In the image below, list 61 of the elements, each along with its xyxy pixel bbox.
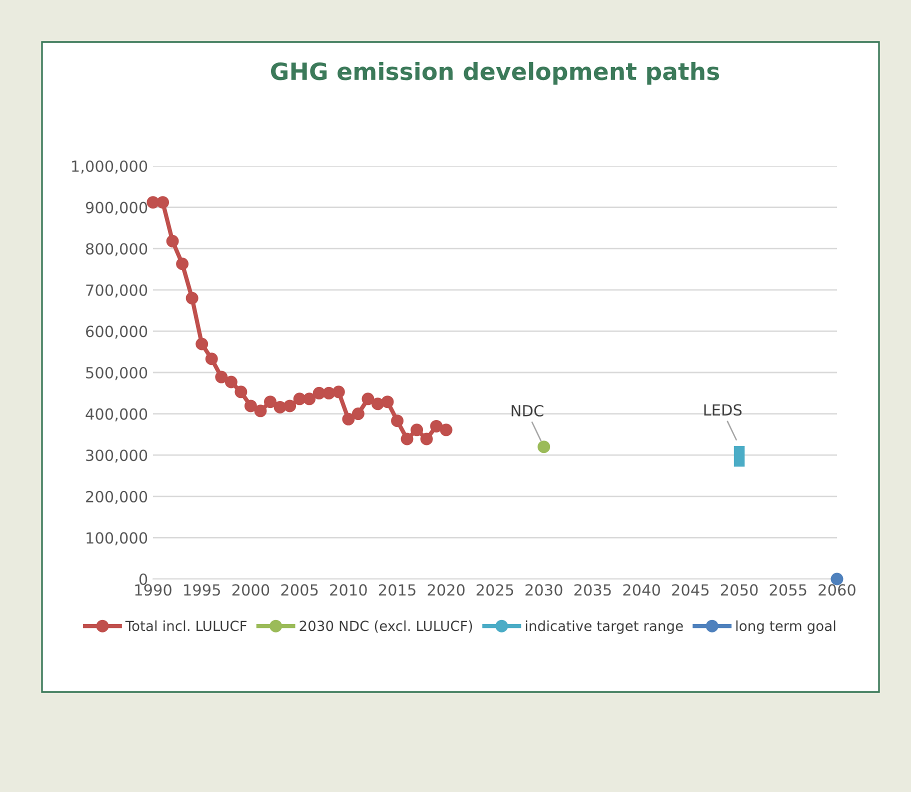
legend-label: 2030 NDC (excl. LULUCF) — [300, 620, 472, 633]
point — [303, 392, 316, 406]
point — [381, 396, 394, 408]
point — [284, 400, 296, 412]
x-tick-label: 2020 — [428, 584, 465, 596]
point — [420, 432, 433, 446]
x-tick-label: 2010 — [330, 584, 367, 596]
point — [224, 376, 238, 388]
point — [332, 386, 345, 398]
point — [234, 386, 248, 398]
y-tick-label: 500,000 — [86, 366, 148, 380]
y-tick-label: 700,000 — [86, 284, 148, 298]
annotation: NDC — [512, 404, 544, 416]
point — [186, 292, 198, 304]
y-tick-label: 300,000 — [86, 450, 148, 463]
point — [244, 400, 257, 412]
point — [205, 352, 218, 366]
y-tick-label: 200,000 — [86, 490, 148, 504]
x-tick-label: 2025 — [476, 584, 514, 596]
x-tick-label: 1990 — [135, 584, 172, 596]
point — [156, 196, 170, 209]
y-tick-label: 100,000 — [86, 532, 148, 546]
x-tick-label: 1995 — [184, 584, 220, 596]
y-tick-label: 800,000 — [86, 243, 148, 256]
point — [254, 404, 267, 418]
x-tick-label: 2050 — [720, 584, 758, 596]
legend-label: Total incl. LULUCF — [125, 620, 247, 632]
x-tick-label: 2045 — [672, 584, 709, 596]
x-tick-label: 2005 — [281, 584, 318, 596]
y-tick-label: 0 — [139, 573, 148, 586]
point — [215, 370, 228, 384]
point — [410, 424, 424, 436]
y-tick-label: 1,000,000 — [72, 160, 148, 174]
x-tick-label: 2030 — [526, 584, 562, 596]
point — [322, 386, 336, 400]
x-tick-label: 2035 — [574, 584, 611, 596]
x-tick-label: 2015 — [378, 584, 416, 596]
point — [176, 258, 189, 270]
x-tick-label: 2055 — [770, 584, 806, 596]
legend-label: indicative target range — [526, 620, 683, 634]
point — [391, 414, 404, 428]
x-tick-label: 2040 — [623, 584, 660, 596]
point — [196, 338, 208, 350]
y-tick-label: 900,000 — [86, 202, 148, 215]
point — [352, 408, 364, 420]
point — [538, 440, 550, 454]
point — [440, 424, 452, 436]
y-tick-label: 400,000 — [86, 408, 148, 422]
annotation: LEDS — [704, 404, 742, 416]
chart-title: GHG emission development paths — [271, 62, 720, 85]
x-tick-label: 2000 — [232, 584, 270, 596]
point — [342, 412, 355, 426]
point — [166, 234, 179, 248]
point — [371, 398, 384, 410]
x-tick-label: 2060 — [818, 584, 856, 596]
y-tick-label: 600,000 — [86, 326, 148, 339]
point — [400, 432, 414, 446]
point — [264, 396, 277, 408]
point — [362, 392, 374, 406]
point — [430, 420, 443, 432]
legend-label: long term goal — [736, 620, 836, 634]
